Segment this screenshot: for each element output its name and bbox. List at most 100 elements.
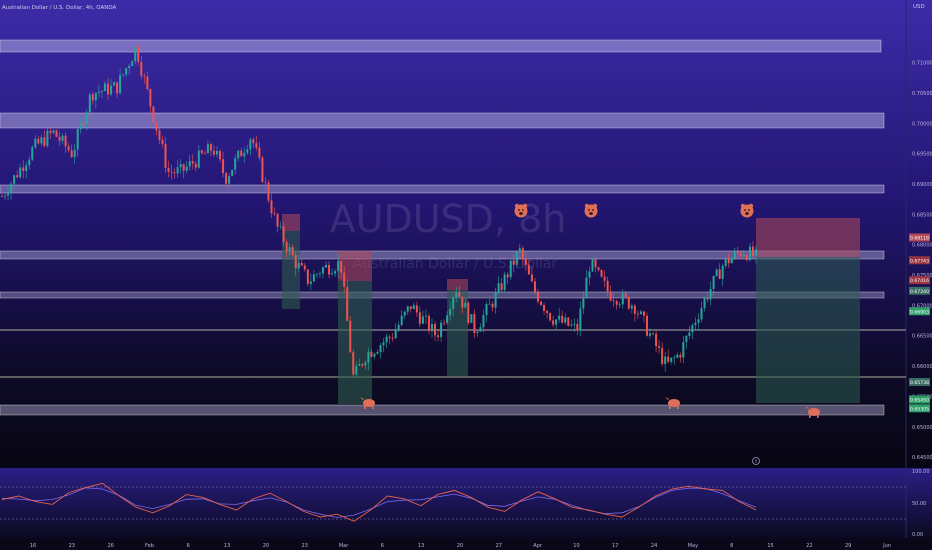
support-zone-2[interactable]	[0, 404, 885, 416]
position-3-target-zone[interactable]	[447, 290, 468, 376]
price-tick-label: 0.71000	[912, 61, 932, 67]
candle-body	[397, 324, 400, 331]
resistance-zone-1[interactable]	[0, 39, 882, 53]
candle-body	[334, 271, 337, 274]
price-badge-label: 0.67416	[910, 278, 929, 284]
watermark-symbol: AUDUSD, 8h	[330, 197, 567, 241]
rsi-tick-label: 100.00	[912, 469, 930, 475]
position-1-target-zone[interactable]	[282, 231, 300, 309]
candle-body	[430, 323, 433, 332]
price-tick-label: 0.66000	[912, 364, 932, 370]
candle-body	[264, 181, 267, 183]
candle-body	[406, 306, 409, 312]
candle-body	[570, 324, 573, 326]
candle-body	[285, 242, 288, 252]
bear-sticker-2[interactable]	[584, 203, 598, 218]
resistance-zone-3[interactable]	[0, 184, 885, 194]
candle-body	[161, 139, 164, 144]
candle-body	[515, 251, 518, 265]
candle-body	[149, 89, 152, 107]
position-2-stop-zone[interactable]	[338, 251, 372, 281]
candle-body	[615, 301, 618, 305]
candle-body	[173, 172, 176, 174]
candle-body	[176, 167, 179, 174]
candle-body	[724, 257, 727, 266]
candle-body	[552, 320, 555, 325]
bear-sticker-1[interactable]	[514, 203, 528, 218]
candle-body	[682, 342, 685, 358]
time-axis-background	[0, 538, 932, 550]
price-tick-label: 0.69000	[912, 182, 932, 188]
candle-body	[164, 143, 167, 168]
candle-body	[294, 255, 297, 269]
candle-body	[612, 300, 615, 302]
candle-body	[340, 261, 343, 273]
support-zone-1[interactable]	[0, 291, 885, 299]
candle-body	[606, 280, 609, 292]
time-tick-label: Feb	[145, 543, 154, 549]
time-tick-label: Jun	[882, 543, 891, 549]
candle-body	[300, 262, 303, 266]
candle-body	[119, 75, 122, 94]
candle-body	[358, 364, 361, 366]
price-badge-label: 0.65738	[910, 380, 929, 386]
candle-body	[282, 226, 285, 243]
candle-body	[46, 130, 49, 146]
candle-body	[22, 167, 25, 171]
time-tick-label: Mar	[339, 543, 349, 549]
candle-body	[748, 246, 751, 260]
candle-body	[691, 324, 694, 333]
candle-body	[461, 296, 464, 308]
candle-body	[55, 130, 58, 137]
price-axis[interactable]: 0.71000 0.70500 0.70000 0.69500 0.69000 0.685…	[912, 61, 932, 462]
position-3-stop-zone[interactable]	[447, 279, 468, 290]
candle-body	[64, 135, 67, 147]
candle-body	[325, 264, 328, 268]
price-badge	[909, 307, 930, 316]
time-tick-label: 27	[496, 543, 502, 549]
candle-body	[494, 292, 497, 308]
rsi-tick-label: 50.00	[912, 501, 926, 507]
candle-body	[40, 137, 43, 144]
candle-body	[246, 149, 249, 153]
resistance-zone-4[interactable]	[0, 250, 885, 260]
time-tick-label: 20	[263, 543, 269, 549]
price-badge-label: 0.67743	[910, 258, 929, 264]
candle-body	[703, 298, 706, 309]
bull-sticker-2[interactable]	[665, 397, 680, 409]
position-4-target-zone[interactable]	[756, 257, 860, 403]
candle-body	[37, 138, 40, 144]
time-axis[interactable]: 16 23 26 Feb 6 13 20 23 Mar 6 13 20 27 Apr 10 17 24 May 8 1…	[30, 543, 891, 549]
position-4-stop-zone[interactable]	[756, 218, 860, 257]
candle-body	[10, 183, 13, 194]
candle-body	[200, 150, 203, 154]
candle-body	[421, 316, 424, 324]
candle-body	[376, 352, 379, 354]
candle-body	[588, 271, 591, 278]
candle-body	[536, 291, 539, 302]
candle-body	[624, 293, 627, 298]
event-marker-icon[interactable]	[752, 457, 760, 465]
candle-body	[352, 352, 355, 375]
candle-body	[291, 247, 294, 256]
bull-sticker-3[interactable]	[805, 406, 820, 418]
candle-body	[306, 269, 309, 284]
candle-body	[530, 274, 533, 282]
candle-body	[543, 304, 546, 311]
bear-sticker-3[interactable]	[740, 203, 754, 218]
resistance-zone-2[interactable]	[0, 112, 885, 129]
position-2-target-zone[interactable]	[338, 281, 372, 404]
position-1-stop-zone[interactable]	[282, 214, 300, 231]
candle-body	[31, 147, 34, 160]
candle-body	[267, 182, 270, 201]
bull-sticker-1[interactable]	[360, 397, 375, 409]
candle-body	[621, 293, 624, 305]
candle-body	[642, 311, 645, 316]
candle-body	[603, 276, 606, 281]
candle-body	[297, 262, 300, 269]
candle-body	[337, 261, 340, 272]
candle-body	[331, 273, 334, 275]
candle-body	[403, 311, 406, 316]
candle-body	[252, 139, 255, 144]
